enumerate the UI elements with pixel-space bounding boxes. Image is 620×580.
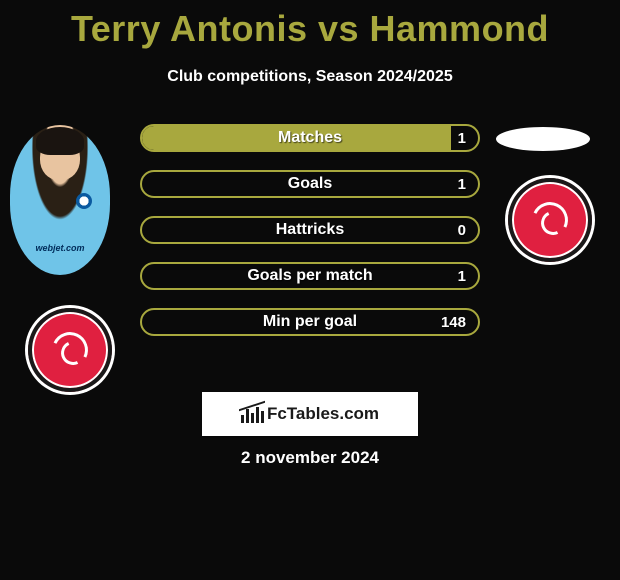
stat-row-hattricks: Hattricks 0	[140, 216, 480, 244]
jersey-sponsor: webjet.com	[10, 243, 110, 253]
club-logo-mark-icon	[55, 335, 85, 365]
date-label: 2 november 2024	[0, 448, 620, 468]
stat-label: Goals	[142, 175, 478, 193]
stat-value: 1	[458, 176, 466, 193]
stat-row-matches: Matches 1	[140, 124, 480, 152]
stat-label: Matches	[142, 129, 478, 147]
stats-list: Matches 1 Goals 1 Hattricks 0 Goals per …	[140, 124, 480, 354]
stat-row-goals: Goals 1	[140, 170, 480, 198]
club-logo-left	[28, 308, 112, 392]
comparison-card: Terry Antonis vs Hammond Club competitio…	[0, 0, 620, 580]
stat-row-min-per-goal: Min per goal 148	[140, 308, 480, 336]
subtitle: Club competitions, Season 2024/2025	[0, 68, 620, 86]
fctables-icon	[241, 405, 263, 423]
stat-value: 1	[458, 130, 466, 147]
jersey-badge-icon	[76, 193, 92, 209]
stat-row-goals-per-match: Goals per match 1	[140, 262, 480, 290]
stat-label: Min per goal	[142, 313, 478, 331]
stat-value: 1	[458, 268, 466, 285]
watermark-text: FcTables.com	[267, 404, 379, 424]
watermark: FcTables.com	[202, 392, 418, 436]
club-logo-mark-icon	[535, 205, 565, 235]
stat-value: 148	[441, 314, 466, 331]
stat-value: 0	[458, 222, 466, 239]
page-title: Terry Antonis vs Hammond	[0, 0, 620, 50]
player-left-photo: webjet.com	[10, 125, 110, 275]
player-right-photo	[496, 127, 590, 151]
club-logo-right	[508, 178, 592, 262]
stat-label: Hattricks	[142, 221, 478, 239]
stat-label: Goals per match	[142, 267, 478, 285]
